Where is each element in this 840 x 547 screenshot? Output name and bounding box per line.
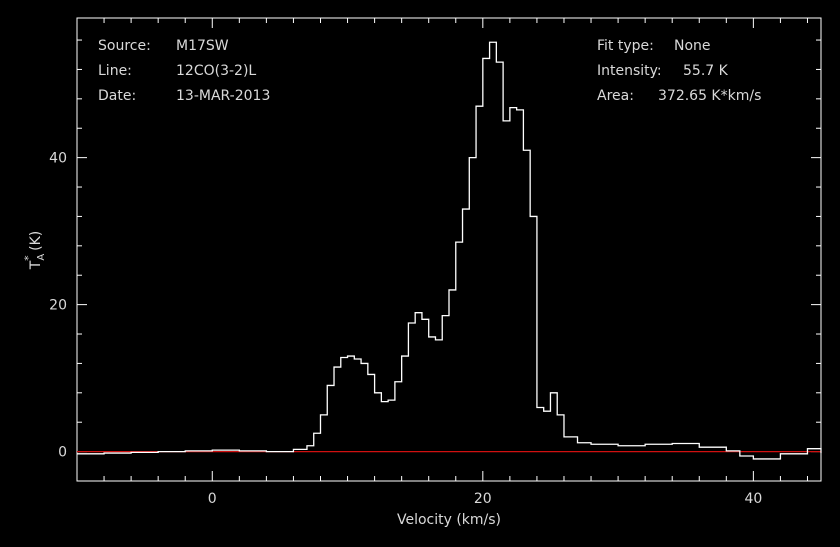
date-key: Date: bbox=[98, 88, 136, 104]
info-left: Source: M17SW Line: 12CO(3-2)L Date: 13-… bbox=[98, 38, 270, 104]
spectrum-line bbox=[77, 41, 822, 460]
source-value: M17SW bbox=[176, 38, 229, 54]
y-axis-label-sup: * bbox=[22, 255, 35, 261]
line-key: Line: bbox=[98, 63, 132, 79]
x-tick-label: 40 bbox=[744, 491, 762, 507]
x-axis-label: Velocity (km/s) bbox=[397, 512, 501, 528]
fit-type-value: None bbox=[674, 38, 711, 54]
line-value: 12CO(3-2)L bbox=[176, 63, 256, 79]
y-tick-label: 20 bbox=[49, 298, 67, 314]
x-tick-label: 0 bbox=[208, 491, 217, 507]
y-axis-label-unit: (K) bbox=[28, 231, 44, 256]
intensity-key: Intensity: bbox=[597, 63, 662, 79]
date-value: 13-MAR-2013 bbox=[176, 88, 270, 104]
y-axis-label-main: T bbox=[28, 260, 44, 270]
info-right: Fit type: None Intensity: 55.7 K Area: 3… bbox=[597, 38, 761, 104]
plot-frame bbox=[76, 17, 822, 482]
x-tick-label: 20 bbox=[474, 491, 492, 507]
y-tick-label: 40 bbox=[49, 151, 67, 167]
y-tick-label: 0 bbox=[58, 445, 67, 461]
y-axis-label: TA* (K) bbox=[22, 231, 47, 270]
intensity-value: 55.7 K bbox=[683, 63, 729, 79]
area-value: 372.65 K*km/s bbox=[658, 88, 761, 104]
axis-tick-labels: 0 20 40 0 20 40 bbox=[49, 151, 762, 507]
spectrum-series bbox=[77, 41, 822, 460]
y-axis-label-sub: A bbox=[36, 254, 47, 261]
area-key: Area: bbox=[597, 88, 634, 104]
source-key: Source: bbox=[98, 38, 151, 54]
svg-text:TA* (K): TA* (K) bbox=[22, 231, 47, 270]
fit-type-key: Fit type: bbox=[597, 38, 654, 54]
axis-ticks bbox=[76, 18, 821, 481]
